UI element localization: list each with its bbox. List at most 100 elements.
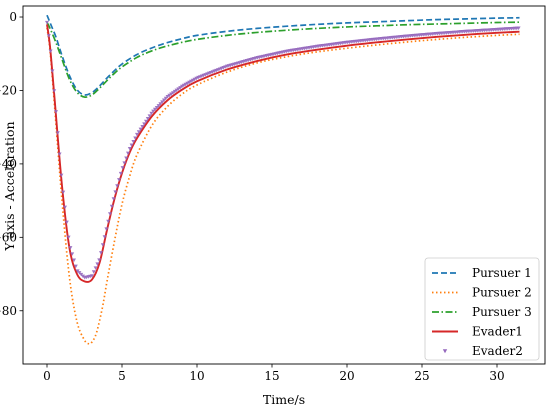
legend-items: Pursuer 1 Pursuer 2 Pursuer 3 Evader1 Evader…	[432, 266, 532, 358]
evader2-point	[169, 92, 174, 97]
evader2-point	[156, 104, 161, 108]
y-tick-label: −80	[0, 304, 17, 318]
evader2-point	[99, 251, 103, 255]
evader2-point	[144, 119, 148, 124]
y-tick-label: −20	[0, 83, 17, 97]
evader2-point	[516, 26, 521, 31]
evader2-point	[167, 93, 172, 98]
legend-label-evader2: Evader2	[472, 344, 523, 358]
legend: Pursuer 1 Pursuer 2 Pursuer 3 Evader1 Evader…	[424, 257, 540, 361]
evader2-point	[104, 227, 109, 231]
evader2-point	[138, 127, 143, 132]
evader2-point	[171, 91, 175, 95]
legend-label-pursuer-1: Pursuer 1	[472, 266, 532, 280]
evader2-point	[54, 110, 58, 114]
x-tick-label: 25	[414, 369, 429, 383]
evader2-point	[176, 87, 181, 91]
evader2-point	[118, 171, 123, 176]
evader2-point	[97, 258, 102, 263]
evader2-point	[174, 88, 179, 93]
y-tick-label: −60	[0, 230, 17, 244]
evader2-point	[158, 102, 163, 106]
evader2-point	[57, 152, 62, 157]
series-evader2	[45, 20, 521, 280]
evader2-point	[106, 219, 111, 224]
evader2-point	[129, 143, 134, 148]
evader2-point	[45, 20, 49, 25]
x-tick-label: 10	[189, 369, 204, 383]
evader2-point	[91, 270, 96, 274]
x-tick-label: 15	[264, 369, 279, 383]
evader2-point	[73, 264, 78, 269]
evader2-point	[46, 34, 51, 38]
y-axis-label: Y axis - Acceleration	[2, 121, 17, 251]
series-evader1-line	[46, 24, 520, 283]
evader2-point	[149, 111, 154, 116]
evader2-point	[172, 89, 177, 94]
evader2-point	[50, 69, 55, 73]
evader2-point	[151, 109, 156, 114]
plot-area-frame	[22, 5, 546, 365]
evader2-point	[102, 235, 107, 239]
evader2-point	[147, 114, 152, 119]
evader2-point	[90, 274, 94, 278]
series-pursuer-3-line	[46, 21, 520, 98]
evader2-point	[59, 173, 64, 178]
evader2-point	[95, 262, 100, 266]
y-tick-label: 0	[9, 10, 17, 24]
evader2-point	[108, 212, 112, 216]
evader2-point	[72, 258, 76, 263]
evader2-point	[111, 197, 116, 201]
evader2-point	[117, 178, 121, 182]
evader2-point	[55, 131, 60, 135]
evader2-point	[178, 86, 183, 90]
evader2-point	[61, 190, 66, 195]
x-tick-label: 20	[339, 369, 354, 383]
evader2-point	[81, 274, 85, 279]
legend-label-evader1: Evader1	[472, 325, 523, 339]
x-tick-label: 30	[489, 369, 504, 383]
legend-label-pursuer-3: Pursuer 3	[472, 305, 532, 319]
evader2-point	[140, 124, 145, 129]
evader2-point	[154, 105, 159, 110]
evader2-point	[145, 117, 150, 121]
evader2-point	[66, 235, 71, 240]
x-axis-label: Time/s	[263, 392, 305, 407]
evader2-point	[160, 100, 165, 104]
evader2-point	[135, 132, 139, 137]
evader2-point	[93, 266, 98, 270]
evader2-point	[162, 98, 166, 103]
series-pursuer-1-line	[46, 14, 520, 96]
legend-label-pursuer-2: Pursuer 2	[472, 286, 532, 300]
evader2-point	[120, 166, 125, 170]
x-tick-label: 5	[118, 369, 126, 383]
ticks-group: 0 5 10 15 20 25 30 0 −20 −40 −60 −80	[0, 10, 505, 383]
y-tick-label: −40	[0, 157, 17, 171]
evader2-point	[64, 220, 69, 225]
evader2-point	[126, 151, 130, 156]
evader2-point	[122, 161, 127, 165]
evader2-point	[165, 95, 170, 99]
legend-marker-evader2	[442, 349, 448, 354]
evader2-point	[109, 204, 114, 209]
evader2-point	[48, 49, 53, 54]
evader2-point	[131, 139, 136, 144]
series-pursuer-2-line	[46, 27, 520, 345]
evader2-point	[52, 89, 57, 93]
evader2-point	[153, 107, 157, 112]
evader2-point	[142, 122, 147, 126]
evader2-point	[124, 156, 129, 161]
evader2-point	[133, 136, 138, 141]
evader2-point	[136, 130, 141, 134]
evader2-point	[127, 147, 132, 151]
evader2-point	[100, 243, 105, 247]
evader2-point	[68, 246, 73, 250]
evader2-point	[70, 252, 75, 256]
evader2-point	[115, 184, 120, 188]
series-group	[45, 14, 521, 345]
evader2-point	[163, 96, 168, 101]
evader2-point	[113, 190, 118, 195]
evader2-point	[63, 205, 67, 210]
x-tick-label: 0	[43, 369, 51, 383]
